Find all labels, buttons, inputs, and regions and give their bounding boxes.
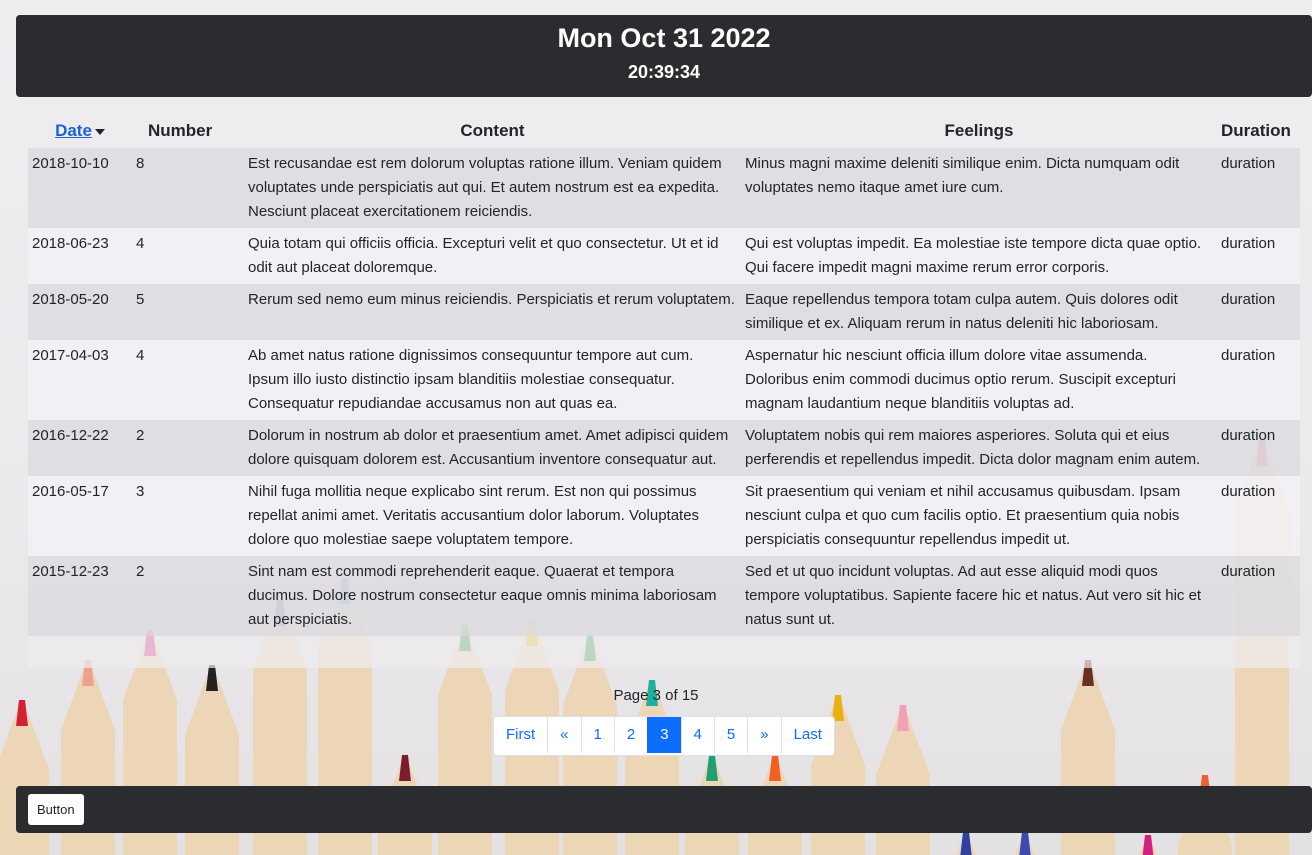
cell-date: 2018-10-10 xyxy=(28,148,132,228)
cell-date: 2016-05-17 xyxy=(28,476,132,556)
table-row: 2018-06-23 4 Quia totam qui officiis offic… xyxy=(28,228,1300,284)
cell-number: 2 xyxy=(132,420,244,476)
page-5-button[interactable]: 5 xyxy=(713,717,748,753)
column-header-duration: Duration xyxy=(1221,121,1291,140)
current-date: Mon Oct 31 2022 xyxy=(557,23,771,53)
footer-bar: Button xyxy=(16,786,1312,833)
page-2-button[interactable]: 2 xyxy=(613,717,648,753)
entries-table: Date Number Content Feelings Duration 20… xyxy=(28,114,1300,636)
page-indicator: Page 3 of 15 xyxy=(613,687,699,704)
column-header-feelings: Feelings xyxy=(944,121,1014,140)
column-header-number: Number xyxy=(148,121,213,140)
cell-feelings: Sit praesentium qui veniam et nihil accu… xyxy=(741,476,1217,556)
cell-date: 2018-06-23 xyxy=(28,228,132,284)
page-next-button[interactable]: » xyxy=(747,717,781,753)
cell-date: 2017-04-03 xyxy=(28,340,132,420)
sort-by-date-link[interactable]: Date xyxy=(55,121,92,140)
cell-number: 3 xyxy=(132,476,244,556)
cell-number: 4 xyxy=(132,340,244,420)
cell-content: Nihil fuga mollitia neque explicabo sint… xyxy=(244,476,741,556)
cell-content: Ab amet natus ratione dignissimos conseq… xyxy=(244,340,741,420)
table-row: 2016-05-17 3 Nihil fuga mollitia neque exp… xyxy=(28,476,1300,556)
cell-date: 2016-12-22 xyxy=(28,420,132,476)
page-1-button[interactable]: 1 xyxy=(580,717,614,753)
cell-duration: duration xyxy=(1217,340,1300,420)
cell-feelings: Aspernatur hic nesciunt officia illum do… xyxy=(741,340,1217,420)
table-row: 2017-04-03 4 Ab amet natus ratione digniss… xyxy=(28,340,1300,420)
cell-feelings: Eaque repellendus tempora totam culpa au… xyxy=(741,284,1217,340)
table-row: 2015-12-23 2 Sint nam est commodi reprehen… xyxy=(28,556,1300,636)
cell-number: 5 xyxy=(132,284,244,340)
cell-duration: duration xyxy=(1217,284,1300,340)
cell-content: Dolorum in nostrum ab dolor et praesenti… xyxy=(244,420,741,476)
page-first-button[interactable]: First xyxy=(494,717,548,753)
page-4-button[interactable]: 4 xyxy=(680,717,714,753)
cell-date: 2018-05-20 xyxy=(28,284,132,340)
cell-duration: duration xyxy=(1217,556,1300,636)
cell-number: 4 xyxy=(132,228,244,284)
page-prev-button[interactable]: « xyxy=(547,717,581,753)
table-header-row: Date Number Content Feelings Duration xyxy=(28,114,1300,148)
cell-content: Quia totam qui officiis officia. Exceptu… xyxy=(244,228,741,284)
table-row: 2018-10-10 8 Est recusandae est rem doloru… xyxy=(28,148,1300,228)
column-header-date[interactable]: Date xyxy=(28,114,132,148)
cell-number: 2 xyxy=(132,556,244,636)
sort-desc-icon xyxy=(94,128,105,135)
cell-feelings: Sed et ut quo incidunt voluptas. Ad aut … xyxy=(741,556,1217,636)
cell-feelings: Voluptatem nobis qui rem maiores asperio… xyxy=(741,420,1217,476)
header-bar: Mon Oct 31 2022 20:39:34 xyxy=(16,15,1312,97)
cell-content: Est recusandae est rem dolorum voluptas … xyxy=(244,148,741,228)
cell-content: Sint nam est commodi reprehenderit eaque… xyxy=(244,556,741,636)
pagination: First «1 2 3 4 5» Last xyxy=(493,716,835,756)
cell-feelings: Qui est voluptas impedit. Ea molestiae i… xyxy=(741,228,1217,284)
cell-duration: duration xyxy=(1217,148,1300,228)
cell-duration: duration xyxy=(1217,476,1300,556)
cell-date: 2015-12-23 xyxy=(28,556,132,636)
cell-content: Rerum sed nemo eum minus reiciendis. Per… xyxy=(244,284,741,340)
cell-duration: duration xyxy=(1217,228,1300,284)
cell-feelings: Minus magni maxime deleniti similique en… xyxy=(741,148,1217,228)
page-last-button[interactable]: Last xyxy=(780,717,834,753)
footer-button[interactable]: Button xyxy=(28,794,84,825)
column-header-content: Content xyxy=(460,121,525,140)
current-time: 20:39:34 xyxy=(627,62,701,82)
cell-duration: duration xyxy=(1217,420,1300,476)
cell-number: 8 xyxy=(132,148,244,228)
page-3-button[interactable]: 3 xyxy=(647,717,681,753)
table-row: 2018-05-20 5 Rerum sed nemo eum minus reic… xyxy=(28,284,1300,340)
table-row: 2016-12-22 2 Dolorum in nostrum ab dolor e… xyxy=(28,420,1300,476)
